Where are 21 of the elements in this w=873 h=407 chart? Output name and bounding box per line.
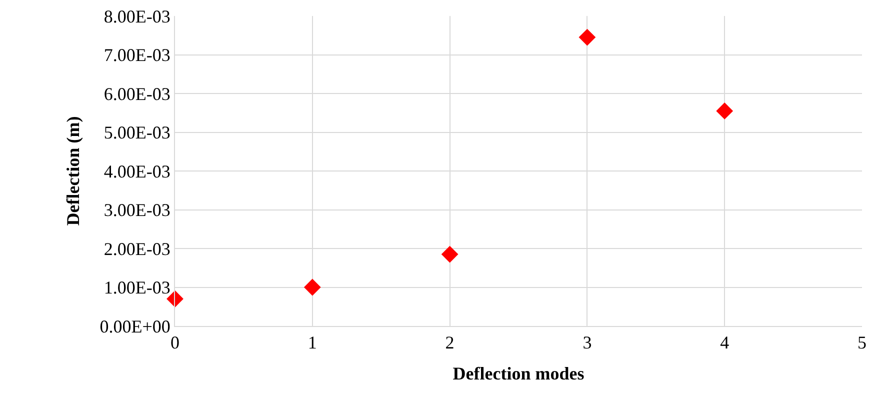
x-tick-label: 2 [445, 332, 454, 353]
y-tick-label: 5.00E-03 [104, 122, 170, 143]
point [578, 28, 596, 46]
y-tick-label: 2.00E-03 [104, 238, 170, 259]
y-tick-label: 0.00E+00 [100, 316, 170, 336]
x-axis-title: Deflection modes [452, 364, 584, 384]
point [441, 246, 458, 263]
x-tick-label: 0 [170, 332, 180, 353]
x-tick-label: 1 [308, 332, 317, 353]
y-tick-label: 8.00E-03 [104, 6, 170, 26]
y-tick-label: 1.00E-03 [104, 278, 170, 298]
x-tick-label: 5 [858, 332, 866, 353]
y-tick-label: 7.00E-03 [104, 45, 170, 66]
y-axis-title: Deflection (m) [62, 116, 83, 226]
y-tick-label: 3.00E-03 [104, 200, 170, 220]
x-tick-label: 3 [582, 332, 592, 353]
x-tick-label: 4 [720, 332, 730, 353]
point [716, 102, 734, 120]
y-tick-label: 6.00E-03 [104, 84, 170, 104]
y-tick-label: 4.00E-03 [104, 161, 170, 182]
point [304, 278, 321, 296]
